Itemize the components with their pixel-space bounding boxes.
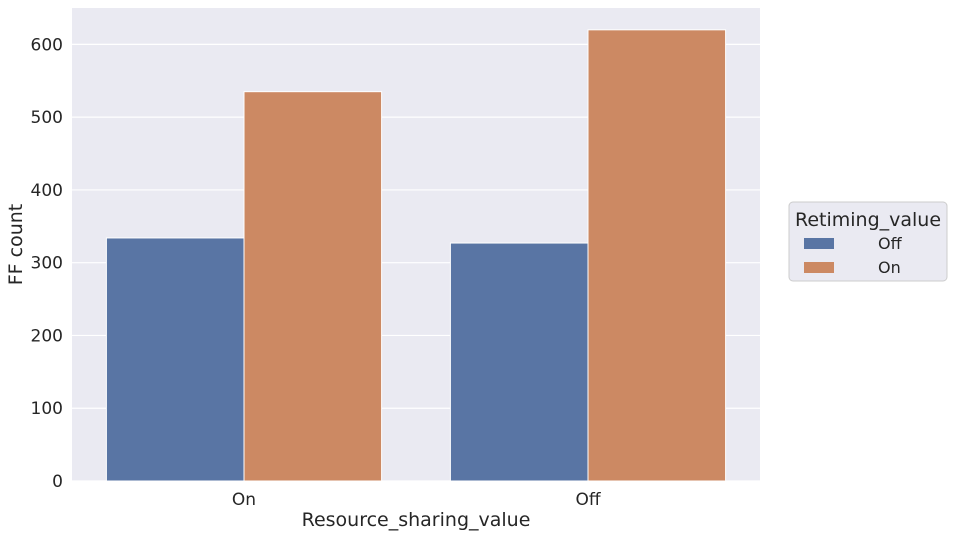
x-tick-label: On: [232, 490, 256, 510]
legend-swatch-on: [804, 262, 834, 273]
legend: Retiming_value Off On: [788, 201, 948, 282]
legend-title: Retiming_value: [795, 209, 941, 231]
x-tick-label: Off: [575, 490, 601, 510]
y-tick-label: 100: [31, 399, 63, 419]
bar-on-off: [105, 237, 245, 482]
y-tick-label: 500: [31, 108, 63, 128]
y-tick-label: 600: [31, 35, 63, 55]
x-axis-title: Resource_sharing_value: [302, 509, 531, 531]
y-tick-label: 200: [31, 326, 63, 346]
bars-group: [105, 29, 727, 482]
y-axis-title: FF count: [5, 204, 27, 286]
bar-on-on: [243, 91, 383, 482]
y-tick-labels: 0 100 200 300 400 500 600: [31, 35, 63, 492]
bar-off-off: [449, 242, 589, 482]
y-tick-label: 0: [52, 472, 63, 492]
x-tick-labels: On Off: [232, 490, 602, 510]
legend-frame: [788, 201, 948, 282]
y-tick-label: 300: [31, 254, 63, 274]
legend-label-on: On: [878, 258, 901, 277]
legend-label-off: Off: [878, 234, 903, 253]
bar-off-on: [587, 29, 727, 482]
y-tick-label: 400: [31, 181, 63, 201]
legend-swatch-off: [804, 238, 834, 249]
legend-items: Off On: [804, 234, 903, 277]
